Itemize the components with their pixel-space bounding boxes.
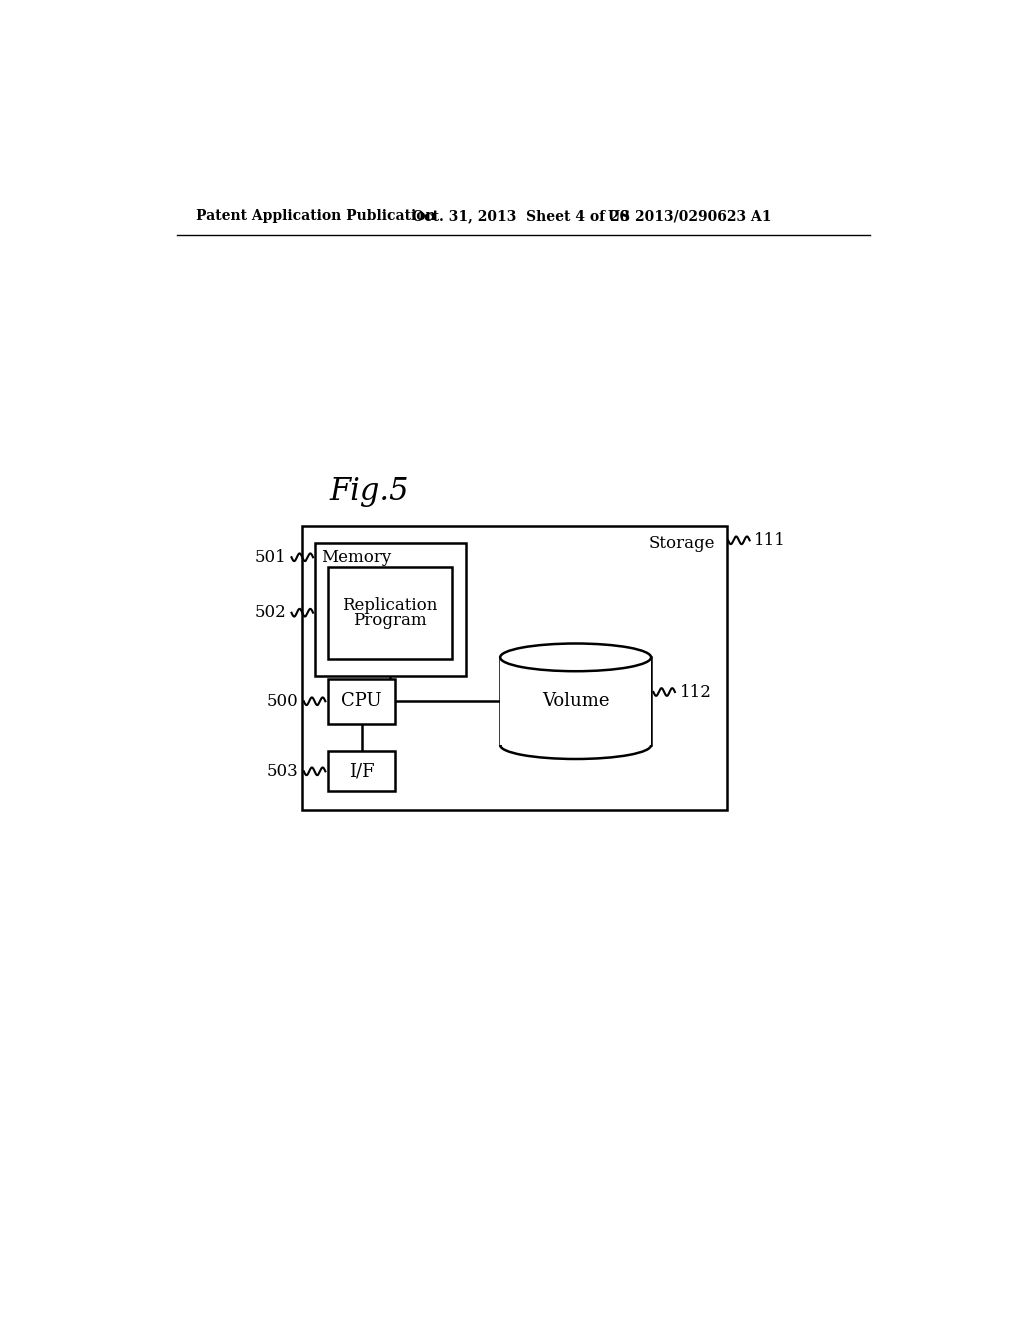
Bar xyxy=(328,678,395,723)
Bar xyxy=(328,751,395,792)
Bar xyxy=(500,657,651,744)
Bar xyxy=(301,527,727,809)
Text: Oct. 31, 2013  Sheet 4 of 20: Oct. 31, 2013 Sheet 4 of 20 xyxy=(412,209,629,223)
Text: 111: 111 xyxy=(755,532,786,549)
Text: Volume: Volume xyxy=(542,692,609,710)
Bar xyxy=(315,544,466,676)
Text: 502: 502 xyxy=(254,605,286,622)
Text: 503: 503 xyxy=(266,763,298,780)
Bar xyxy=(328,566,453,659)
Text: US 2013/0290623 A1: US 2013/0290623 A1 xyxy=(608,209,771,223)
Text: Replication: Replication xyxy=(342,597,437,614)
Text: 112: 112 xyxy=(680,684,713,701)
Text: CPU: CPU xyxy=(341,692,382,710)
Text: 500: 500 xyxy=(266,693,298,710)
Text: Program: Program xyxy=(353,612,427,628)
Text: Patent Application Publication: Patent Application Publication xyxy=(196,209,435,223)
Text: I/F: I/F xyxy=(349,763,375,780)
Text: Memory: Memory xyxy=(322,549,392,566)
Text: Fig.5: Fig.5 xyxy=(330,475,409,507)
Ellipse shape xyxy=(500,644,651,671)
Text: Storage: Storage xyxy=(648,535,715,552)
Text: 501: 501 xyxy=(254,549,286,566)
